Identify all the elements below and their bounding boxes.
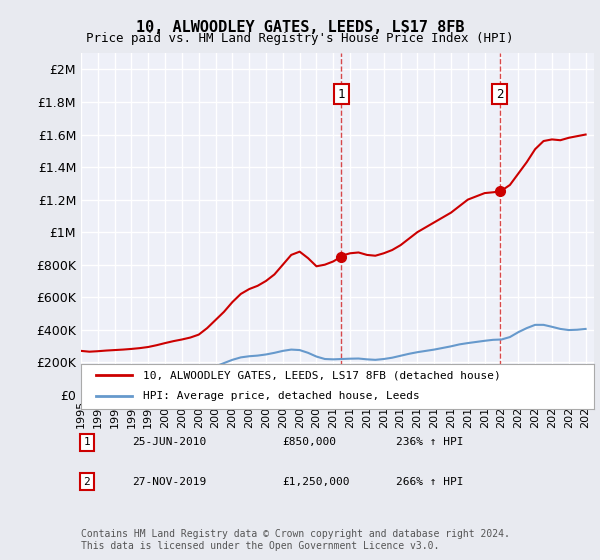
Text: Price paid vs. HM Land Registry's House Price Index (HPI): Price paid vs. HM Land Registry's House …	[86, 32, 514, 45]
Text: £850,000: £850,000	[282, 437, 336, 447]
Text: 1: 1	[83, 437, 91, 447]
Text: 1: 1	[338, 88, 345, 101]
Text: Contains HM Land Registry data © Crown copyright and database right 2024.
This d: Contains HM Land Registry data © Crown c…	[81, 529, 510, 551]
Text: 236% ↑ HPI: 236% ↑ HPI	[396, 437, 464, 447]
Text: 266% ↑ HPI: 266% ↑ HPI	[396, 477, 464, 487]
Text: HPI: Average price, detached house, Leeds: HPI: Average price, detached house, Leed…	[143, 391, 419, 402]
Text: 10, ALWOODLEY GATES, LEEDS, LS17 8FB (detached house): 10, ALWOODLEY GATES, LEEDS, LS17 8FB (de…	[143, 370, 500, 380]
Text: 2: 2	[83, 477, 91, 487]
Text: £1,250,000: £1,250,000	[282, 477, 349, 487]
Text: 27-NOV-2019: 27-NOV-2019	[132, 477, 206, 487]
Text: 10, ALWOODLEY GATES, LEEDS, LS17 8FB: 10, ALWOODLEY GATES, LEEDS, LS17 8FB	[136, 20, 464, 35]
Text: 25-JUN-2010: 25-JUN-2010	[132, 437, 206, 447]
Text: 2: 2	[496, 88, 503, 101]
